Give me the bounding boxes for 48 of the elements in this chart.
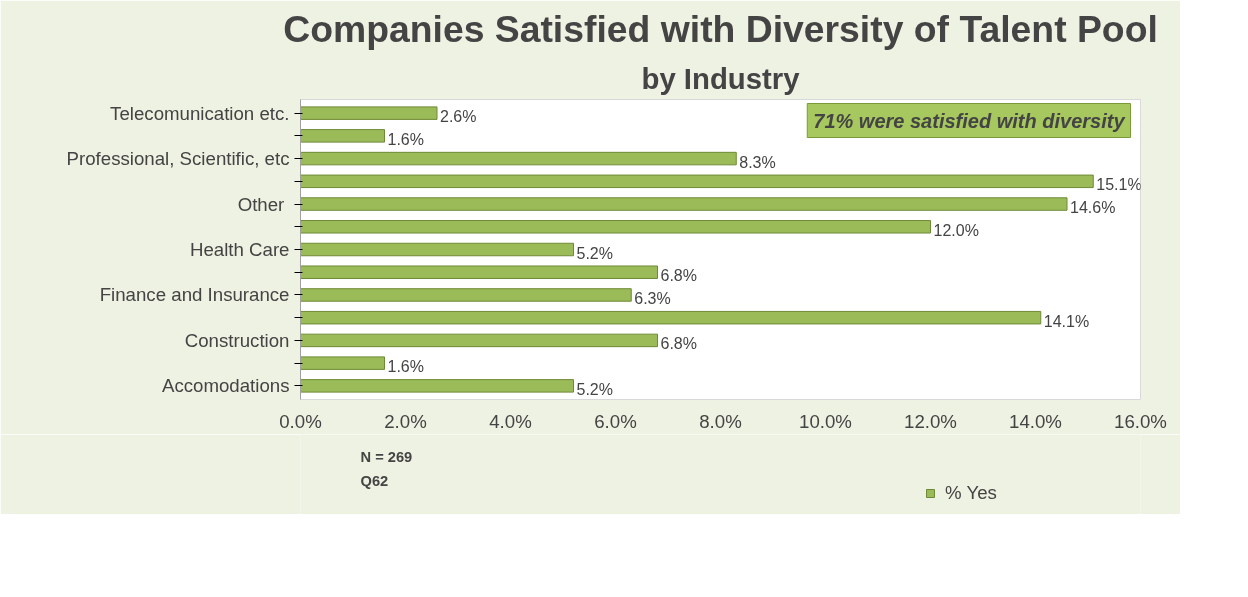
bar [300,129,385,143]
data-label: 14.1% [1043,312,1090,330]
bar [300,151,737,166]
data-label: 8.3% [739,153,776,171]
data-label: 1.6% [387,358,424,376]
y-tick-label: Accomodations [161,375,290,397]
data-label: 15.1% [1096,176,1142,194]
x-tick-label: 10.0% [799,410,852,432]
x-tick-label: 0.0% [279,410,322,432]
x-tick-label: 4.0% [489,410,532,432]
data-label: 6.8% [660,335,697,353]
data-label: 5.2% [576,380,613,398]
y-tick-label: Professional, Scientific, etc [66,148,290,170]
x-tick-label: 6.0% [594,410,637,432]
text: Q62 [360,472,389,489]
y-tick-label: Finance and Insurance [99,284,290,306]
x-tick-label: 16.0% [1114,410,1167,432]
x-tick-label: 14.0% [1009,410,1062,432]
data-label: 2.6% [440,108,477,126]
bar [300,242,574,257]
data-label: 1.6% [387,130,424,148]
bar [300,197,1068,211]
bar [300,288,632,302]
chart-subtitle: by Industry [641,61,801,95]
data-label: 6.3% [634,289,671,307]
annotation: 71% were satisfied with diversity [813,109,1126,132]
bar [300,220,931,234]
bar [300,265,658,279]
y-tick-label: Construction [184,329,290,351]
x-tick-label: 12.0% [904,410,957,432]
legend-label: % Yes [945,482,997,504]
x-tick-label: 2.0% [384,410,427,432]
data-label: 14.6% [1070,199,1116,217]
y-tick-label: Other [237,193,285,215]
bar [300,356,385,370]
text: N = 269 [360,448,413,465]
data-label: 6.8% [660,267,697,285]
data-label: 5.2% [576,244,613,262]
y-tick-label: Telecomunication etc. [110,102,290,124]
bar [300,333,658,348]
bar [300,310,1042,325]
data-label: 12.0% [933,221,979,239]
y-tick-label: Health Care [189,239,290,260]
x-tick-label: 8.0% [699,410,742,432]
bar [300,379,574,393]
bar [300,174,1094,189]
bar [300,106,438,120]
chart-title: Companies Satisfied with Diversity of Talent Pool [283,7,1158,50]
